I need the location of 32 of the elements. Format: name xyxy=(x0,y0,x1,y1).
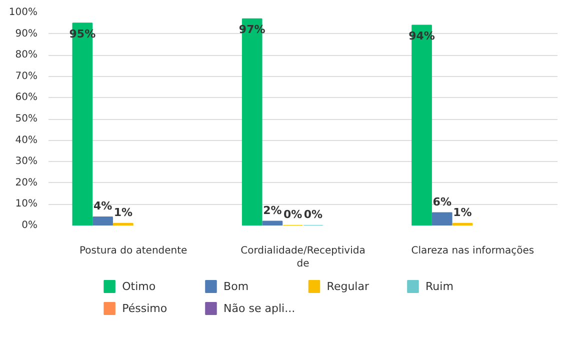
y-tick-label: 90% xyxy=(15,28,38,40)
y-tick-label: 40% xyxy=(15,134,38,146)
data-label: 4% xyxy=(93,200,112,213)
x-tick-label: Cordialidade/Receptividade xyxy=(240,246,366,270)
data-label: 1% xyxy=(114,206,133,220)
y-tick-label: 30% xyxy=(15,156,38,168)
data-label: 0% xyxy=(283,208,302,222)
y-tick-label: 100% xyxy=(8,7,38,18)
legend-label: Otimo xyxy=(122,280,156,293)
bar xyxy=(452,222,473,226)
y-tick-label: 0% xyxy=(22,220,38,231)
bar xyxy=(112,222,134,226)
y-tick-label: 70% xyxy=(15,70,38,82)
bar xyxy=(92,216,113,226)
x-tick-label: Postura do atendente xyxy=(79,246,188,256)
data-label: 0% xyxy=(304,208,323,222)
legend-label: Regular xyxy=(326,280,370,293)
data-label: 1% xyxy=(453,206,472,220)
legend-label: Bom xyxy=(224,280,249,293)
legend-label: Péssimo xyxy=(122,302,168,315)
x-tick-label: Clareza nas informações xyxy=(411,246,534,256)
data-label: 2% xyxy=(263,204,282,217)
legend-label: Ruim xyxy=(426,280,454,293)
y-tick-label: 60% xyxy=(15,92,38,104)
y-tick-label: 20% xyxy=(15,177,38,188)
legend-label: Não se apli... xyxy=(224,302,296,315)
bar xyxy=(262,220,283,226)
y-tick-label: 50% xyxy=(15,114,38,124)
y-tick-label: 80% xyxy=(15,50,38,61)
y-tick-label: 10% xyxy=(15,198,38,210)
bar xyxy=(432,212,452,226)
data-label: 6% xyxy=(432,195,452,208)
